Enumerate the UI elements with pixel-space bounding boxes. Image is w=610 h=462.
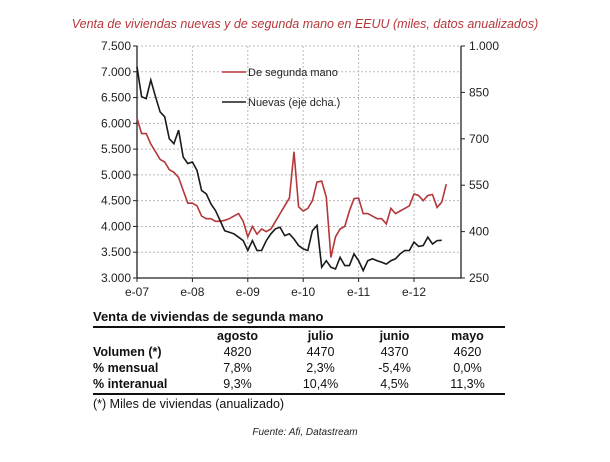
y-left-tick-label: 7.500 bbox=[101, 39, 131, 53]
legend-label: Nuevas (eje dcha.) bbox=[248, 97, 340, 109]
y-left-tick-label: 3.000 bbox=[101, 271, 131, 285]
y-left-tick-label: 4.500 bbox=[101, 194, 131, 208]
cell: 11,3% bbox=[450, 377, 485, 391]
table-top-rule bbox=[93, 326, 505, 328]
y-right-tick-label: 400 bbox=[469, 225, 489, 239]
table-title: Venta de viviendas de segunda mano bbox=[93, 309, 324, 324]
y-left-tick-label: 5.000 bbox=[101, 168, 131, 182]
y-left-tick-label: 5.500 bbox=[101, 142, 131, 156]
y-right-tick-label: 250 bbox=[469, 271, 489, 285]
cell: 10,4% bbox=[302, 377, 339, 391]
x-tick-label: e-09 bbox=[236, 285, 260, 299]
legend-label: De segunda mano bbox=[248, 67, 338, 79]
cell: 7,8% bbox=[223, 361, 252, 375]
cell: 2,3% bbox=[306, 361, 335, 375]
line-chart: 3.000 3.500 4.000 4.500 5.000 5.500 6.000 6.500… bbox=[101, 39, 499, 299]
row-label: Volumen (*) bbox=[93, 345, 162, 359]
cell: 4620 bbox=[453, 345, 482, 359]
column-header: mayo bbox=[451, 329, 484, 343]
column-header: agosto bbox=[217, 329, 258, 343]
x-tick-label: e-10 bbox=[291, 285, 315, 299]
row-label: % mensual bbox=[93, 361, 159, 375]
table-header-row: agosto julio junio mayo bbox=[93, 328, 505, 344]
column-header: julio bbox=[307, 329, 334, 343]
y-left-tick-label: 6.000 bbox=[101, 116, 131, 130]
row-label: % interanual bbox=[93, 377, 168, 391]
x-tick-label: e-11 bbox=[347, 285, 370, 299]
y-left-tick-label: 4.000 bbox=[101, 219, 131, 233]
cell: 4470 bbox=[306, 345, 335, 359]
chart-title: Venta de viviendas nuevas y de segunda m… bbox=[71, 17, 539, 31]
table-footnote: (*) Miles de viviendas (anualizado) bbox=[93, 397, 285, 411]
column-header: junio bbox=[379, 329, 410, 343]
x-tick-label: e-08 bbox=[180, 285, 204, 299]
table-bottom-rule bbox=[93, 393, 505, 395]
x-tick-label: e-12 bbox=[402, 285, 426, 299]
cell: 4820 bbox=[223, 345, 252, 359]
table-row: % mensual 7,8% 2,3% -5,4% 0,0% bbox=[93, 360, 505, 376]
y-left-tick-label: 6.500 bbox=[101, 91, 131, 105]
series-line-segunda-mano bbox=[136, 117, 448, 258]
cell: -5,4% bbox=[378, 361, 411, 375]
data-table: agosto julio junio mayo Volumen (*) 4820… bbox=[93, 328, 505, 392]
series-line-nuevas bbox=[136, 66, 442, 273]
cell: 4370 bbox=[380, 345, 409, 359]
table-row: % interanual 9,3% 10,4% 4,5% 11,3% bbox=[93, 376, 505, 392]
table-row: Volumen (*) 4820 4470 4370 4620 bbox=[93, 344, 505, 360]
cell: 9,3% bbox=[223, 377, 252, 391]
cell: 4,5% bbox=[380, 377, 409, 391]
cell: 0,0% bbox=[453, 361, 482, 375]
y-right-tick-label: 700 bbox=[469, 132, 489, 146]
y-right-tick-label: 550 bbox=[469, 178, 489, 192]
x-tick-label: e-07 bbox=[125, 285, 149, 299]
y-left-tick-label: 7.000 bbox=[101, 65, 131, 79]
y-left-tick-label: 3.500 bbox=[101, 245, 131, 259]
y-right-tick-label: 1.000 bbox=[469, 39, 499, 53]
y-right-tick-label: 850 bbox=[469, 85, 489, 99]
source-note: Fuente: Afi, Datastream bbox=[252, 427, 358, 438]
